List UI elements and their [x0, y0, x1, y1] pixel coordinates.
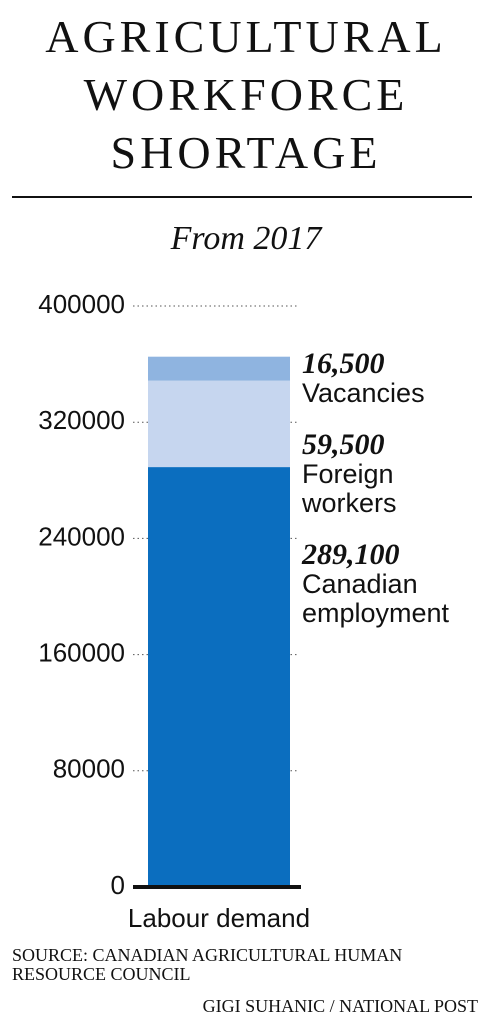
- x-tick-label: Labour demand: [128, 903, 310, 933]
- legend-label: Vacancies: [302, 377, 425, 408]
- source: SOURCE: CANADIAN AGRICULTURAL HUMAN RESO…: [12, 945, 403, 984]
- title-rule: [12, 196, 472, 198]
- y-tick-label: 160000: [38, 637, 125, 667]
- y-tick-label: 0: [111, 870, 125, 900]
- series-label: 289,100 Canadian employment: [302, 537, 482, 628]
- y-tick-label: 320000: [38, 405, 125, 435]
- series-label: 16,500 Vacancies: [302, 346, 482, 408]
- credit: GIGI SUHANIC / NATIONAL POST: [202, 996, 478, 1016]
- y-tick-label: 400000: [38, 289, 125, 319]
- chart-subtitle: From 2017: [170, 220, 322, 257]
- value-label: 289,100: [302, 537, 400, 571]
- bar-segment: [148, 356, 290, 381]
- chart-title: AGRICULTURAL WORKFORCE SHORTAGE: [45, 11, 447, 178]
- bar-segment: [148, 380, 290, 468]
- y-tick-label: 240000: [38, 521, 125, 551]
- value-label: 16,500: [302, 346, 385, 380]
- series-label: 59,500 Foreign workers: [302, 427, 482, 518]
- legend-label: Canadian employment: [302, 568, 450, 628]
- value-label: 59,500: [302, 427, 385, 461]
- legend-label: Foreign workers: [302, 458, 397, 518]
- bar-segment: [148, 467, 290, 887]
- y-tick-label: 80000: [53, 754, 125, 784]
